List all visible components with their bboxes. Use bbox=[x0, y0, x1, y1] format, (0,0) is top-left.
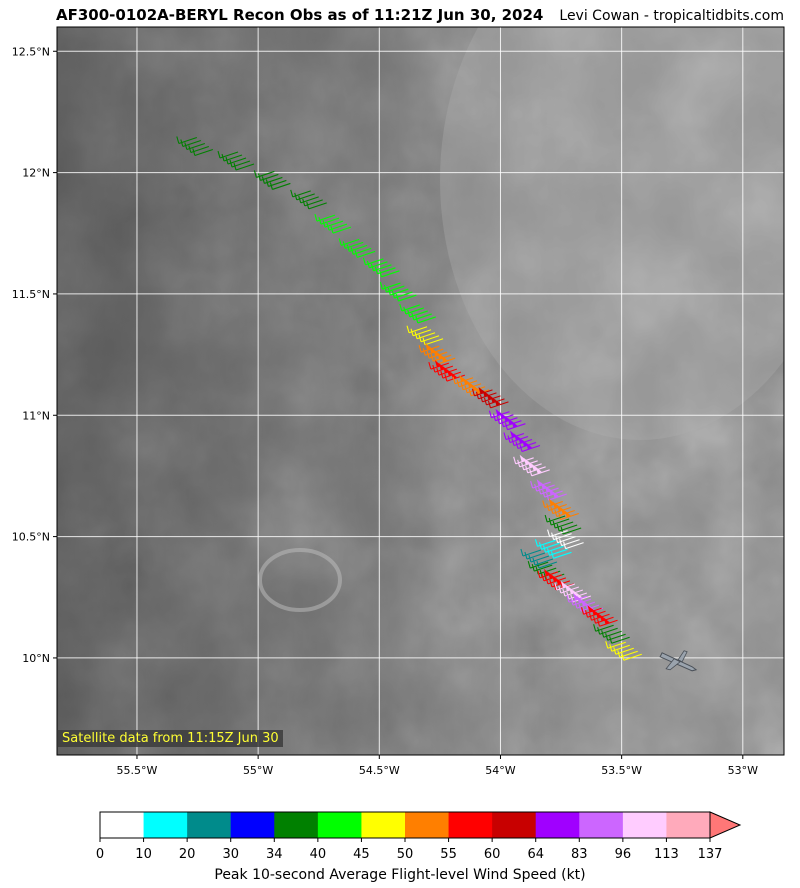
colorbar-tick-label: 20 bbox=[179, 847, 196, 862]
wind-barb bbox=[362, 257, 400, 278]
wind-barb bbox=[338, 238, 376, 258]
colorbar-bin bbox=[361, 812, 406, 838]
colorbar-tick-label: 30 bbox=[222, 847, 239, 862]
lon-tick-label: 54°W bbox=[485, 764, 515, 777]
colorbar-tick-label: 96 bbox=[615, 847, 632, 862]
wind-barb bbox=[503, 430, 541, 453]
wind-barb bbox=[379, 281, 417, 302]
wind-barb bbox=[593, 624, 630, 644]
lat-tick-label: 11°N bbox=[22, 409, 50, 422]
lon-tick-label: 54.5°W bbox=[359, 764, 400, 777]
wind-barb bbox=[471, 386, 509, 409]
axis-tick-labels: 55.5°W 55°W 54.5°W 54°W 53.5°W 53°W 12.5°N 12°N… bbox=[12, 45, 758, 777]
colorbar-bin bbox=[535, 812, 580, 838]
wind-barb bbox=[554, 580, 592, 603]
wind-barb bbox=[534, 539, 572, 559]
satellite-imagery bbox=[57, 27, 784, 755]
colorbar-bin bbox=[274, 812, 319, 838]
wind-barb bbox=[547, 529, 584, 550]
colorbar-tick-label: 34 bbox=[266, 847, 283, 862]
wind-barb-track bbox=[176, 136, 642, 661]
lat-tick-label: 10°N bbox=[22, 652, 50, 665]
credit-text: Levi Cowan - tropicaltidbits.com bbox=[559, 8, 784, 24]
map-frame bbox=[56, 26, 785, 756]
wind-barb bbox=[488, 408, 526, 431]
colorbar-tick-label: 45 bbox=[353, 847, 370, 862]
lon-tick-label: 55°W bbox=[243, 764, 273, 777]
wind-barb bbox=[520, 548, 558, 569]
lat-tick-label: 12°N bbox=[22, 167, 50, 180]
colorbar-title: Peak 10-second Average Flight-level Wind… bbox=[214, 867, 586, 883]
lat-tick-label: 10.5°N bbox=[12, 531, 50, 544]
colorbar-bin bbox=[622, 812, 667, 838]
wind-barb bbox=[217, 150, 255, 171]
colorbar-bin bbox=[143, 812, 188, 838]
colorbar-tick-label: 50 bbox=[397, 847, 414, 862]
colorbar-bin bbox=[448, 812, 493, 838]
wind-barb bbox=[513, 454, 550, 477]
colorbar-bin bbox=[230, 812, 275, 838]
colorbar-bin bbox=[492, 812, 537, 838]
wind-barb bbox=[253, 170, 291, 190]
lon-tick-label: 53.5°W bbox=[601, 764, 642, 777]
colorbar-tick-label: 137 bbox=[698, 847, 723, 862]
wind-barb bbox=[314, 213, 352, 234]
colorbar-bin bbox=[317, 812, 362, 838]
colorbar-tick-label: 55 bbox=[440, 847, 457, 862]
colorbar-tick-label: 83 bbox=[571, 847, 588, 862]
wind-barb bbox=[544, 514, 582, 535]
lat-tick-label: 11.5°N bbox=[12, 288, 50, 301]
lon-tick-label: 55.5°W bbox=[117, 764, 158, 777]
colorbar-tick-label: 40 bbox=[310, 847, 327, 862]
wind-barb bbox=[605, 641, 642, 661]
colorbar-tick-label: 60 bbox=[484, 847, 501, 862]
wind-barb bbox=[428, 360, 466, 382]
wind-barb bbox=[176, 136, 213, 157]
page-title: AF300-0102A-BERYL Recon Obs as of 11:21Z… bbox=[56, 6, 544, 24]
wind-barb bbox=[290, 189, 327, 210]
wind-barb bbox=[580, 605, 618, 627]
colorbar-extend-arrow bbox=[709, 811, 742, 839]
colorbar-bin bbox=[405, 812, 450, 838]
wind-barb bbox=[542, 498, 579, 521]
satellite-timestamp-label: Satellite data from 11:15Z Jun 30 bbox=[58, 730, 283, 747]
wind-barb bbox=[399, 303, 436, 324]
wind-barb bbox=[530, 479, 567, 501]
airplane-icon bbox=[659, 650, 698, 672]
colorbar-bin bbox=[579, 812, 624, 838]
lon-tick-label: 53°W bbox=[728, 764, 758, 777]
wind-barb bbox=[406, 325, 444, 346]
colorbar-tick-label: 113 bbox=[654, 847, 679, 862]
lat-lon-grid bbox=[57, 27, 784, 755]
colorbar-tick-label: 0 bbox=[96, 847, 104, 862]
colorbar-tick-label: 64 bbox=[527, 847, 544, 862]
wind-barb bbox=[452, 374, 490, 397]
lat-tick-label: 12.5°N bbox=[12, 45, 50, 58]
colorbar-tick-label: 10 bbox=[135, 847, 152, 862]
colorbar-bin bbox=[666, 812, 711, 838]
colorbar-bin bbox=[100, 812, 145, 838]
colorbar-bin bbox=[187, 812, 232, 838]
